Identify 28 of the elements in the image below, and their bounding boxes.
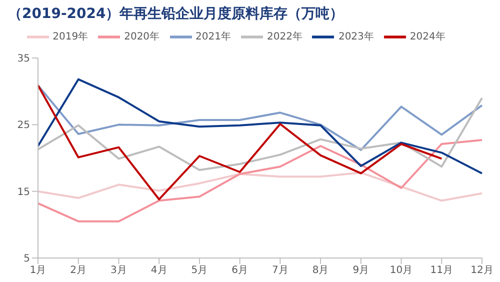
x-tick-label: 3月 — [110, 265, 127, 276]
x-tick-label: 12月 — [470, 265, 494, 276]
x-tick-label: 6月 — [232, 265, 248, 276]
legend-label: 2023年 — [338, 32, 374, 43]
line-series — [37, 84, 443, 200]
chart-title: （2019-2024）年再生铅企业月度原料库存（万吨） — [8, 5, 344, 23]
line-series — [37, 84, 483, 151]
x-tick-label: 5月 — [191, 265, 208, 276]
x-tick-label: 8月 — [312, 265, 329, 276]
legend-label: 2019年 — [52, 32, 88, 43]
legend-label: 2022年 — [267, 32, 302, 43]
legend-label: 2021年 — [196, 32, 231, 43]
line-series — [37, 139, 483, 222]
y-tick-label: 15 — [17, 186, 30, 198]
line-series — [37, 78, 483, 174]
legend-label: 2020年 — [124, 32, 160, 43]
y-tick-label: 25 — [17, 120, 30, 132]
x-tick-label: 1月 — [30, 265, 46, 276]
line-series — [37, 172, 483, 202]
legend-label: 2024年 — [410, 32, 446, 43]
x-tick-label: 7月 — [272, 265, 288, 276]
x-tick-label: 2月 — [70, 265, 87, 276]
y-tick-label: 35 — [17, 54, 30, 65]
x-tick-label: 11月 — [430, 265, 454, 276]
x-tick-label: 9月 — [352, 265, 370, 276]
x-tick-label: 10月 — [390, 265, 413, 276]
x-tick-label: 4月 — [150, 265, 168, 276]
y-tick-label: 5 — [24, 254, 30, 265]
